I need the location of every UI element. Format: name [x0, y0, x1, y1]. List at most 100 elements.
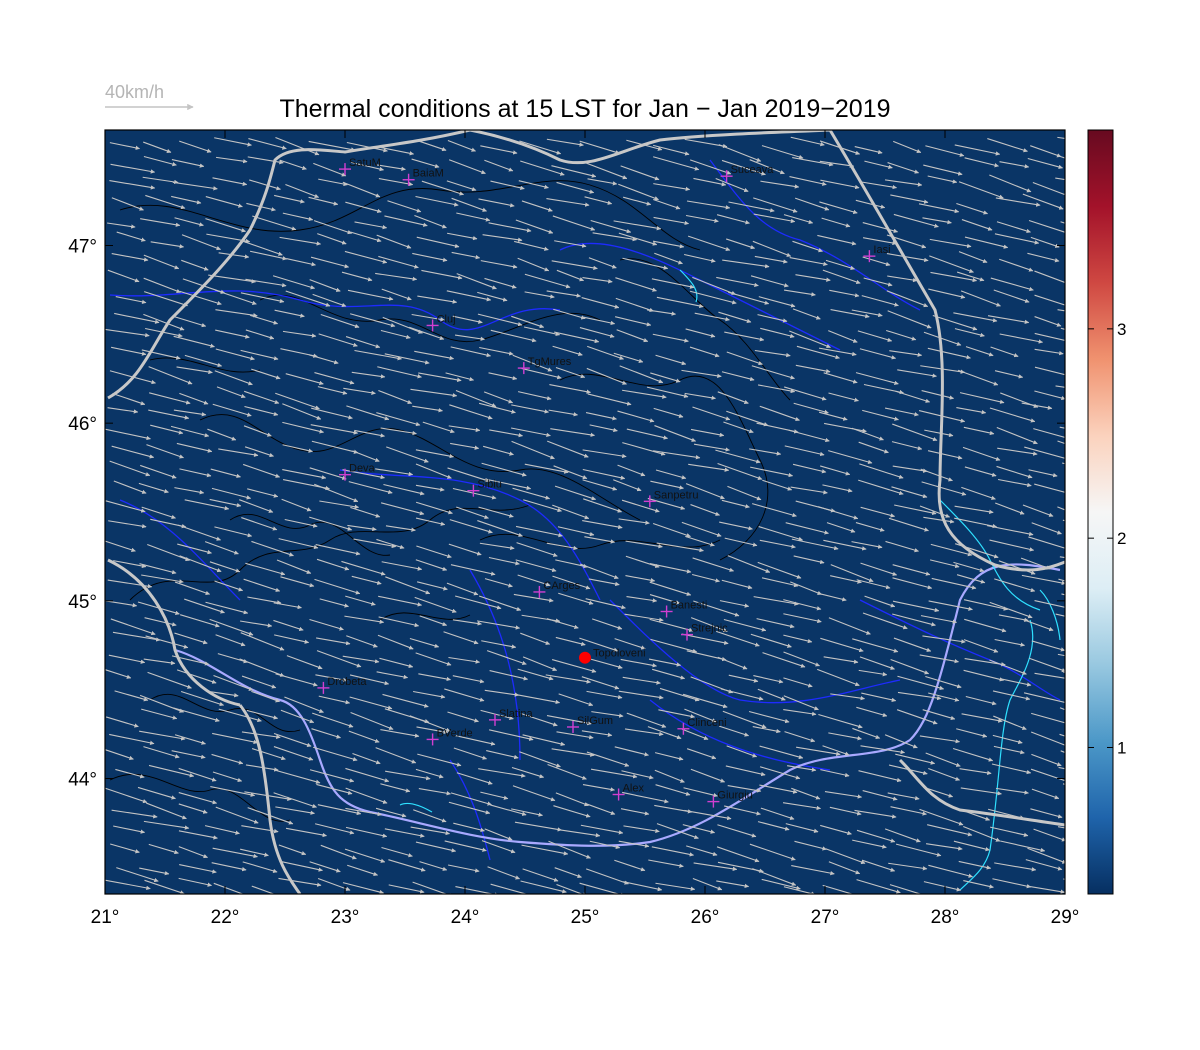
wind-arrow [581, 676, 620, 690]
wind-arrow [383, 483, 425, 496]
wind-arrow [212, 771, 243, 783]
wind-arrow [1031, 522, 1062, 535]
wind-arrow [783, 613, 822, 624]
wind-arrow [520, 712, 558, 727]
wind-arrow [145, 327, 183, 338]
wind-arrow [963, 599, 1009, 611]
wind-arrow [113, 560, 147, 569]
wind-arrow [409, 715, 451, 732]
wind-arrow [489, 670, 528, 681]
wind-arrow [728, 201, 775, 213]
wind-arrow [1055, 385, 1065, 388]
wind-arrow [956, 271, 985, 282]
wind-arrow [380, 783, 411, 793]
wind-arrow [312, 293, 347, 307]
wind-arrow [752, 726, 781, 734]
station: Sanpetru [643, 489, 698, 508]
wind-arrow [546, 197, 590, 207]
wind-arrow [208, 274, 256, 284]
wind-arrow [685, 535, 715, 547]
wind-arrow [310, 256, 350, 269]
wind-arrow [345, 826, 388, 838]
wind-arrow [822, 745, 850, 756]
wind-arrow [718, 311, 752, 324]
wind-arrow [618, 840, 650, 848]
wind-arrow [753, 197, 798, 213]
wind-arrow [653, 450, 701, 460]
wind-arrow [964, 157, 999, 168]
wind-arrow [247, 596, 282, 605]
wind-arrow [762, 652, 806, 668]
wind-arrow [1034, 366, 1065, 376]
wind-arrow [109, 460, 151, 477]
wind-arrow [275, 806, 315, 815]
wind-arrow [825, 848, 866, 865]
wind-arrow [1031, 788, 1060, 800]
wind-arrow [251, 368, 281, 380]
wind-arrow [622, 442, 666, 456]
wind-arrow [483, 391, 514, 404]
wind-arrow [851, 309, 883, 318]
wind-arrow [480, 791, 509, 800]
wind-arrow [478, 506, 514, 518]
wind-arrow [551, 659, 597, 673]
wind-arrow [1031, 712, 1065, 724]
wind-arrow [592, 232, 638, 242]
wind-arrow [445, 372, 475, 382]
wind-arrow [181, 259, 209, 271]
wind-arrow [583, 316, 616, 326]
wind-arrow [852, 839, 887, 849]
wind-arrow [318, 178, 348, 187]
wind-arrow [248, 138, 287, 150]
wind-arrow [757, 561, 802, 579]
colorbar-tick-label: 1 [1117, 738, 1126, 757]
wind-arrow [309, 769, 355, 783]
wind-arrow [350, 313, 396, 328]
wind-arrow [239, 658, 285, 677]
wind-arrow [111, 253, 149, 262]
wind-arrow [456, 212, 491, 222]
wind-arrow [341, 560, 386, 576]
wind-arrow [1034, 332, 1065, 342]
wind-arrow [820, 824, 852, 836]
wind-arrow [176, 366, 213, 375]
wind-arrow [276, 559, 312, 574]
wind-arrow [959, 768, 992, 776]
wind-arrow [785, 823, 819, 833]
wind-arrow [624, 728, 664, 737]
wind-arrow [454, 334, 485, 341]
wind-arrow [512, 487, 551, 500]
wind-arrow [285, 373, 324, 386]
wind-arrow [241, 675, 277, 689]
wind-arrow [654, 752, 684, 761]
wind-arrow [521, 844, 569, 856]
wind-arrow [178, 830, 218, 840]
wind-arrow [925, 752, 961, 767]
wind-arrow [454, 595, 502, 610]
wind-arrow [757, 314, 788, 323]
wind-arrow [556, 269, 584, 282]
wind-arrow [585, 802, 616, 815]
wind-arrow [450, 792, 492, 806]
wind-arrow [789, 257, 828, 267]
wind-arrow [415, 768, 444, 779]
wind-arrow [925, 145, 965, 157]
wind-arrow [585, 162, 628, 180]
wind-arrow [794, 840, 827, 851]
wind-arrow [820, 179, 860, 190]
wind-arrow [890, 806, 927, 816]
wind-arrow [995, 197, 1041, 207]
wind-arrow [721, 579, 753, 590]
wind-arrow [412, 252, 448, 262]
wind-arrow [817, 592, 847, 602]
wind-arrow [998, 614, 1029, 622]
lat-tick-label: 44° [68, 770, 97, 791]
wind-arrow [757, 821, 790, 831]
wind-arrow [547, 763, 587, 780]
wind-arrow [830, 564, 874, 583]
wind-arrow [932, 314, 978, 331]
wind-arrow [828, 732, 862, 741]
wind-arrow [820, 769, 850, 778]
wind-arrow [585, 598, 626, 610]
wind-arrow [727, 485, 762, 501]
